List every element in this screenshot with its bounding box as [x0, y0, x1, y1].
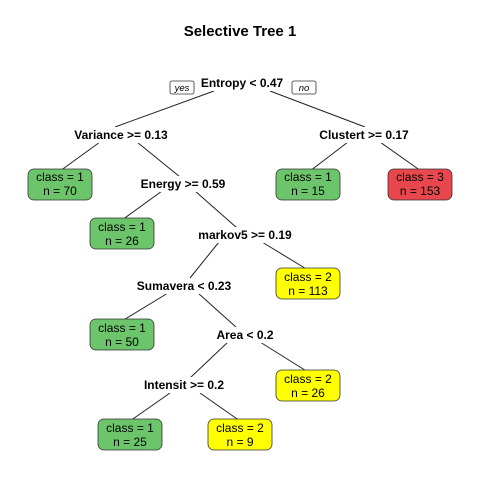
leaf-count-label: n = 113: [288, 284, 328, 298]
yes-tag: yes: [169, 80, 195, 95]
leaf-count-label: n = 50: [105, 335, 139, 349]
split-label-background: [134, 278, 234, 294]
leaf-count-label: n = 9: [226, 435, 253, 449]
split-markov5: markov5 >= 0.19: [198, 228, 292, 242]
split-area: Area < 0.2: [216, 328, 273, 342]
leaf-class-label: class = 2: [216, 421, 264, 435]
leaf-node: class = 2 n = 113: [275, 267, 341, 300]
leaf-box: [207, 418, 273, 451]
leaf-count-label: n = 25: [113, 435, 147, 449]
leaf-box: [97, 418, 163, 451]
leaf-class-label: class = 1: [36, 170, 84, 184]
split-entropy: Entropy < 0.47: [201, 76, 284, 90]
leaf-class-label: class = 2: [284, 270, 332, 284]
edge-entropy-variance: [114, 90, 215, 128]
no-tag: no: [291, 80, 317, 95]
leaf-box: [27, 168, 93, 201]
leaf-count-label: n = 15: [291, 184, 325, 198]
leaf-node: class = 1 n = 70: [27, 168, 93, 201]
leaf-nodes: class = 1 n = 70 class = 1 n = 26 class …: [27, 168, 453, 451]
split-clustert: Clustert >= 0.17: [319, 128, 409, 142]
leaf-box: [275, 369, 341, 402]
split-label-background: [138, 176, 228, 192]
split-label-background: [141, 377, 227, 393]
edge-area-intensit: [189, 341, 229, 379]
leaf-node: class = 2 n = 9: [207, 418, 273, 451]
leaf-node: class = 3 n = 153: [387, 168, 453, 201]
edge-intensit-leaf25: [129, 392, 171, 422]
tree-edges: [59, 90, 422, 422]
leaf-class-label: class = 1: [106, 421, 154, 435]
edge-markov5-sumavera: [189, 241, 220, 279]
split-label-background: [214, 327, 276, 343]
split-label-background: [72, 127, 171, 143]
split-label-background: [317, 127, 412, 143]
yes-tag-box: [169, 80, 195, 95]
leaf-class-label: class = 1: [98, 321, 146, 335]
split-label-background: [196, 227, 295, 243]
edge-energy-leaf26: [121, 190, 163, 221]
leaf-node: class = 1 n = 26: [89, 217, 155, 250]
leaf-class-label: class = 3: [396, 170, 444, 184]
diagram-title: Selective Tree 1: [184, 23, 297, 40]
split-intensit: Intensit >= 0.2: [144, 378, 224, 392]
no-tag-label: no: [299, 83, 310, 94]
leaf-box: [275, 267, 341, 300]
leaf-class-label: class = 1: [284, 170, 332, 184]
edge-energy-markov5: [194, 190, 238, 229]
leaf-count-label: n = 26: [105, 234, 139, 248]
split-nodes: Entropy < 0.47 Variance >= 0.13 Clustert…: [72, 75, 412, 393]
split-sumavera: Sumavera < 0.23: [137, 279, 232, 293]
edge-sumavera-leaf50: [121, 292, 169, 322]
leaf-node: class = 1 n = 15: [275, 168, 341, 201]
leaf-node: class = 1 n = 25: [97, 418, 163, 451]
leaf-box: [275, 168, 341, 201]
split-label-background: [198, 75, 286, 91]
leaf-class-label: class = 1: [98, 220, 146, 234]
edge-sumavera-area: [197, 292, 238, 329]
leaf-node: class = 2 n = 26: [275, 369, 341, 402]
leaf-count-label: n = 70: [43, 184, 77, 198]
split-variance: Variance >= 0.13: [74, 128, 168, 142]
edge-area-leaf26b: [259, 341, 309, 373]
leaf-box: [89, 318, 155, 351]
edge-variance-energy: [136, 141, 181, 178]
no-tag-box: [291, 80, 317, 95]
leaf-box: [89, 217, 155, 250]
split-energy: Energy >= 0.59: [141, 177, 226, 191]
leaf-class-label: class = 2: [284, 372, 332, 386]
leaf-count-label: n = 153: [400, 184, 441, 198]
edge-entropy-clustert: [269, 90, 366, 128]
edge-markov5-leaf113: [261, 241, 309, 271]
leaf-box: [387, 168, 453, 201]
edge-clustert-leaf15: [309, 141, 349, 172]
yes-tag-label: yes: [174, 83, 190, 94]
edge-intensit-leaf9: [199, 392, 241, 422]
leaf-node: class = 1 n = 50: [89, 318, 155, 351]
leaf-count-label: n = 26: [291, 386, 325, 400]
edge-clustert-leaf153: [379, 141, 422, 172]
edge-variance-leaf70: [59, 141, 101, 172]
